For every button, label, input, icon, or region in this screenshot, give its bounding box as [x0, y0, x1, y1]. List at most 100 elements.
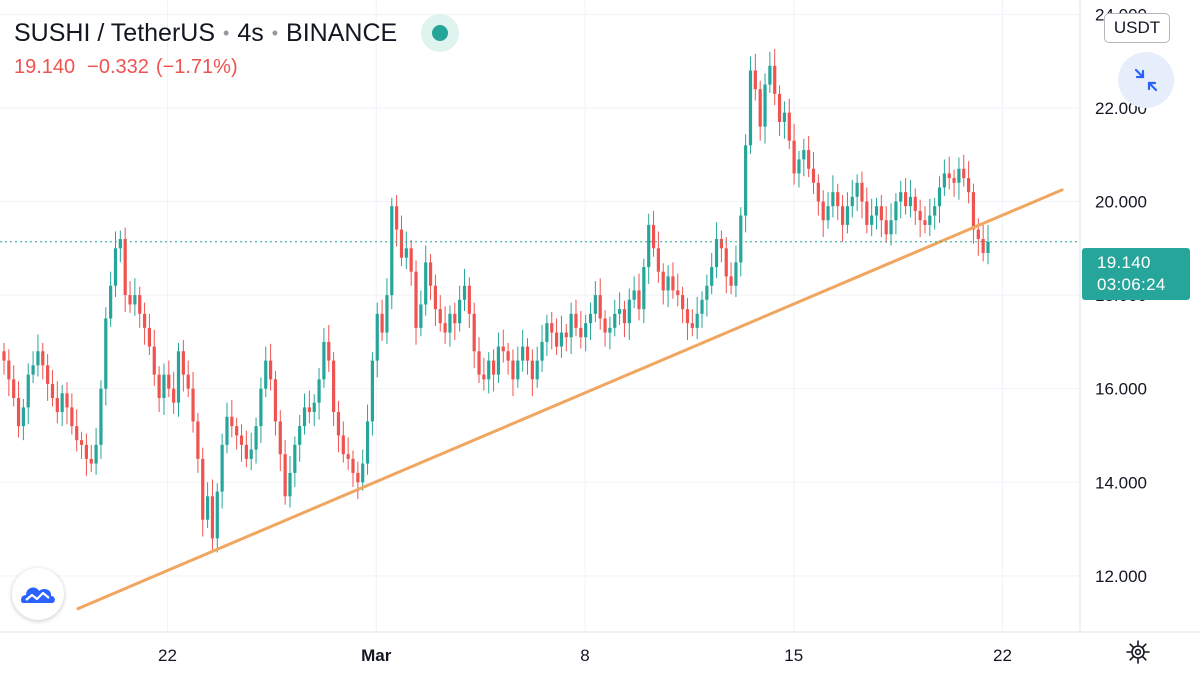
candle-body	[530, 360, 534, 380]
candle-body	[521, 346, 525, 361]
candle-body	[361, 463, 365, 483]
candle-body	[273, 379, 278, 422]
candle-body	[201, 458, 205, 520]
candle-body	[501, 346, 505, 352]
candle-body	[210, 496, 215, 539]
tradingview-logo-icon[interactable]	[12, 568, 64, 620]
candle-body	[307, 407, 311, 413]
candle-body	[942, 173, 946, 188]
candle-body	[710, 267, 714, 286]
current-price-tag: 19.140 03:06:24	[1082, 248, 1190, 300]
candle-body	[540, 341, 544, 361]
candle-body	[971, 192, 976, 230]
candle-body	[962, 168, 966, 179]
change-percent: (−1.71%)	[155, 56, 238, 78]
candle-body	[317, 379, 321, 403]
candle-body	[618, 309, 622, 314]
candle-body	[84, 444, 89, 459]
candle-body	[399, 229, 404, 258]
trendline[interactable]	[76, 188, 1064, 611]
candle-body	[831, 192, 835, 207]
exchange-label: BINANCE	[286, 19, 398, 47]
settings-gear-icon[interactable]	[1124, 638, 1152, 666]
candle-body	[31, 365, 35, 375]
collapse-icon[interactable]	[1118, 52, 1174, 108]
candle-body	[21, 407, 25, 427]
market-open-icon[interactable]	[421, 14, 460, 52]
candle-body	[288, 472, 292, 497]
candle-body	[385, 295, 389, 333]
candle-body	[302, 407, 307, 427]
candle-body	[933, 206, 937, 216]
candle-body	[94, 444, 98, 464]
candle-body	[365, 421, 370, 464]
candle-body	[550, 323, 554, 333]
candle-body	[598, 295, 602, 319]
candle-body	[186, 374, 190, 389]
candle-body	[773, 65, 777, 94]
candle-body	[724, 248, 728, 277]
candle-body	[395, 206, 399, 230]
candle-body	[467, 285, 471, 314]
candle-body	[414, 271, 418, 328]
candle-body	[782, 112, 787, 122]
candle-body	[651, 224, 656, 249]
candle-body	[768, 65, 772, 85]
candle-body	[26, 374, 30, 408]
separator-dot: •	[223, 23, 230, 43]
candle-body	[569, 313, 573, 338]
candle-body	[579, 327, 583, 338]
candle-body	[797, 159, 801, 174]
candle-body	[41, 351, 45, 366]
candle-body	[419, 304, 423, 328]
candle-body	[181, 351, 185, 375]
candle-body	[2, 351, 6, 361]
candle-body	[506, 351, 510, 361]
candle-body	[428, 262, 433, 286]
candle-body	[957, 168, 961, 183]
candle-body	[142, 313, 147, 328]
candle-body	[462, 285, 467, 300]
candle-body	[850, 196, 854, 207]
candle-body	[327, 341, 331, 361]
candle-body	[220, 444, 224, 492]
candle-body	[16, 398, 21, 427]
candle-body	[763, 84, 767, 127]
candle-body	[75, 426, 79, 441]
candle-body	[332, 360, 336, 413]
candle-body	[647, 224, 651, 268]
interval-label[interactable]: 4s	[237, 19, 264, 47]
candle-body	[147, 327, 152, 347]
candle-body	[60, 393, 64, 413]
candle-body	[70, 407, 74, 427]
candle-body	[894, 201, 898, 221]
candle-body	[375, 313, 379, 361]
time-axis-label: 8	[580, 646, 589, 665]
candle-body	[685, 309, 690, 324]
candle-body	[588, 313, 593, 324]
candle-body	[884, 220, 888, 235]
candle-body	[676, 290, 680, 296]
candle-body	[821, 201, 825, 221]
candle-body	[346, 454, 350, 459]
candle-body	[123, 238, 127, 296]
candle-body	[807, 150, 811, 169]
candle-body	[438, 309, 442, 324]
candle-body	[191, 388, 195, 422]
symbol-header: SUSHI / TetherUS • 4s • BINANCE 19.140 −…	[14, 14, 460, 79]
currency-button[interactable]: USDT	[1104, 13, 1170, 43]
candle-body	[792, 140, 796, 174]
candle-body	[453, 313, 457, 324]
symbol-name[interactable]: SUSHI / TetherUS	[14, 19, 216, 47]
candle-body	[104, 318, 108, 389]
candle-body	[981, 238, 985, 253]
candle-body	[458, 299, 462, 324]
candle-body	[424, 262, 428, 305]
candle-body	[879, 206, 883, 221]
candle-body	[118, 238, 122, 249]
candle-body	[133, 295, 137, 305]
candle-body	[554, 332, 559, 347]
candle-body	[55, 398, 59, 413]
price-axis-label: 14.000	[1095, 473, 1147, 492]
